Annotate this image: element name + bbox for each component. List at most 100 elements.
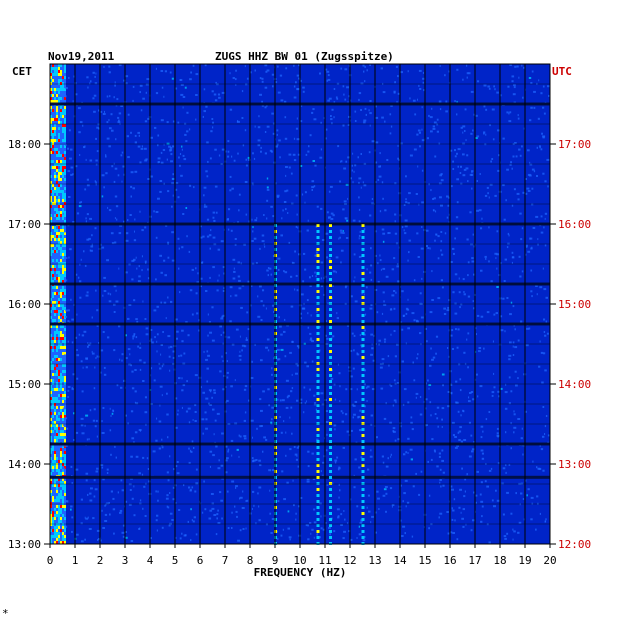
x-tick-label: 15: [418, 554, 431, 567]
frequency-line-segment: [316, 440, 320, 443]
spectrogram-cell: [181, 406, 183, 409]
spectrogram-cell: [60, 181, 62, 184]
spectrogram-cell: [319, 156, 323, 159]
spectrogram-cell: [336, 456, 339, 459]
spectrogram-cell: [200, 277, 203, 280]
spectrogram-cell: [244, 181, 248, 183]
spectrogram-cell: [471, 187, 473, 190]
x-tick-label: 9: [272, 554, 279, 567]
spectrogram-cell: [251, 457, 254, 460]
spectrogram-cell: [56, 151, 58, 154]
spectrogram-cell: [201, 511, 204, 514]
spectrogram-cell: [189, 449, 192, 452]
spectrogram-cell: [64, 502, 66, 505]
spectrogram-cell: [50, 373, 52, 376]
spectrogram-cell: [421, 226, 423, 228]
spectrogram-cell: [156, 305, 159, 308]
spectrogram-cell: [237, 221, 239, 224]
spectrogram-cell: [93, 94, 97, 97]
spectrogram-cell: [367, 468, 370, 471]
spectrogram-cell: [64, 373, 66, 376]
frequency-line-segment: [329, 512, 332, 515]
spectrogram-cell: [85, 294, 89, 297]
spectrogram-cell: [64, 157, 66, 160]
spectrogram-cell: [56, 232, 58, 235]
spectrogram-cell: [276, 194, 280, 197]
spectrogram-cell: [426, 229, 429, 232]
spectrogram-cell: [473, 113, 475, 116]
spectrogram-cell: [138, 265, 140, 268]
spectrogram-cell: [56, 382, 58, 385]
spectrogram-cell: [54, 403, 56, 406]
spectrogram-cell: [129, 353, 131, 356]
spectrogram-cell: [75, 431, 79, 434]
frequency-line-segment: [329, 290, 332, 293]
spectrogram-cell: [52, 190, 54, 193]
spectrogram-cell: [58, 157, 60, 160]
spectrogram-cell: [52, 166, 54, 169]
spectrogram-cell: [389, 383, 391, 386]
frequency-line-segment: [316, 356, 320, 359]
spectrogram-cell: [416, 232, 419, 235]
spectrogram-cell: [62, 280, 64, 283]
spectrogram-cell: [531, 168, 535, 171]
spectrogram-cell: [62, 109, 64, 112]
spectrogram-cell: [274, 182, 277, 185]
spectrogram-cell: [52, 520, 54, 523]
spectrogram-cell: [340, 410, 343, 413]
spectrogram-cell: [234, 505, 236, 508]
spectrogram-cell: [185, 410, 189, 413]
spectrogram-cell: [325, 334, 327, 337]
spectrogram-cell: [52, 448, 54, 451]
spectrogram-cell: [387, 355, 390, 358]
frequency-line-segment: [316, 230, 320, 233]
spectrogram-cell: [378, 175, 382, 178]
spectrogram-cell: [491, 499, 494, 502]
spectrogram-cell: [277, 500, 280, 503]
spectrogram-cell: [311, 452, 314, 455]
spectrogram-cell: [517, 114, 519, 117]
spectrogram-cell: [50, 328, 52, 331]
spectrogram-cell: [159, 385, 163, 388]
spectrogram-cell: [64, 241, 66, 244]
spectrogram-cell: [95, 163, 98, 166]
spectrogram-cell: [212, 211, 216, 214]
spectrogram-cell: [313, 403, 317, 406]
spectrogram-cell: [52, 268, 54, 271]
spectrogram-cell: [62, 532, 64, 535]
spectrogram-cell: [118, 267, 120, 270]
spectrogram-cell: [62, 121, 64, 124]
spectrogram-cell: [147, 468, 149, 470]
spectrogram-cell: [52, 85, 54, 88]
spectrogram-cell: [60, 463, 62, 466]
spectrogram-cell: [244, 411, 247, 414]
spectrogram-cell: [62, 166, 64, 169]
spectrogram-cell: [271, 373, 273, 376]
spectrogram-cell: [56, 463, 58, 466]
spectrogram-cell: [408, 192, 411, 195]
spectrogram-cell: [460, 440, 463, 443]
spectrogram-cell: [52, 370, 54, 373]
spectrogram-cell: [193, 516, 196, 519]
spectrogram-cell: [300, 317, 302, 320]
spectrogram-cell: [52, 364, 54, 367]
spectrogram-cell: [382, 197, 384, 200]
spectrogram-cell: [385, 465, 389, 468]
spectrogram-cell: [264, 64, 268, 67]
spectrogram-cell: [54, 82, 56, 85]
spectrogram-cell: [248, 220, 251, 223]
spectrogram-cell: [193, 186, 195, 189]
spectrogram-cell: [452, 291, 455, 294]
spectrogram-cell: [60, 241, 62, 244]
spectrogram-cell: [320, 261, 324, 264]
spectrogram-cell: [513, 431, 515, 434]
spectrogram-cell: [480, 269, 483, 272]
spectrogram-cell: [54, 481, 56, 484]
spectrogram-cell: [533, 106, 536, 109]
spectrogram-cell: [50, 364, 52, 367]
spectrogram-cell: [76, 212, 80, 215]
spectrogram-cell: [243, 388, 247, 391]
spectrogram-cell: [56, 142, 58, 145]
spectrogram-cell: [56, 106, 58, 109]
spectrogram-cell: [275, 145, 278, 148]
